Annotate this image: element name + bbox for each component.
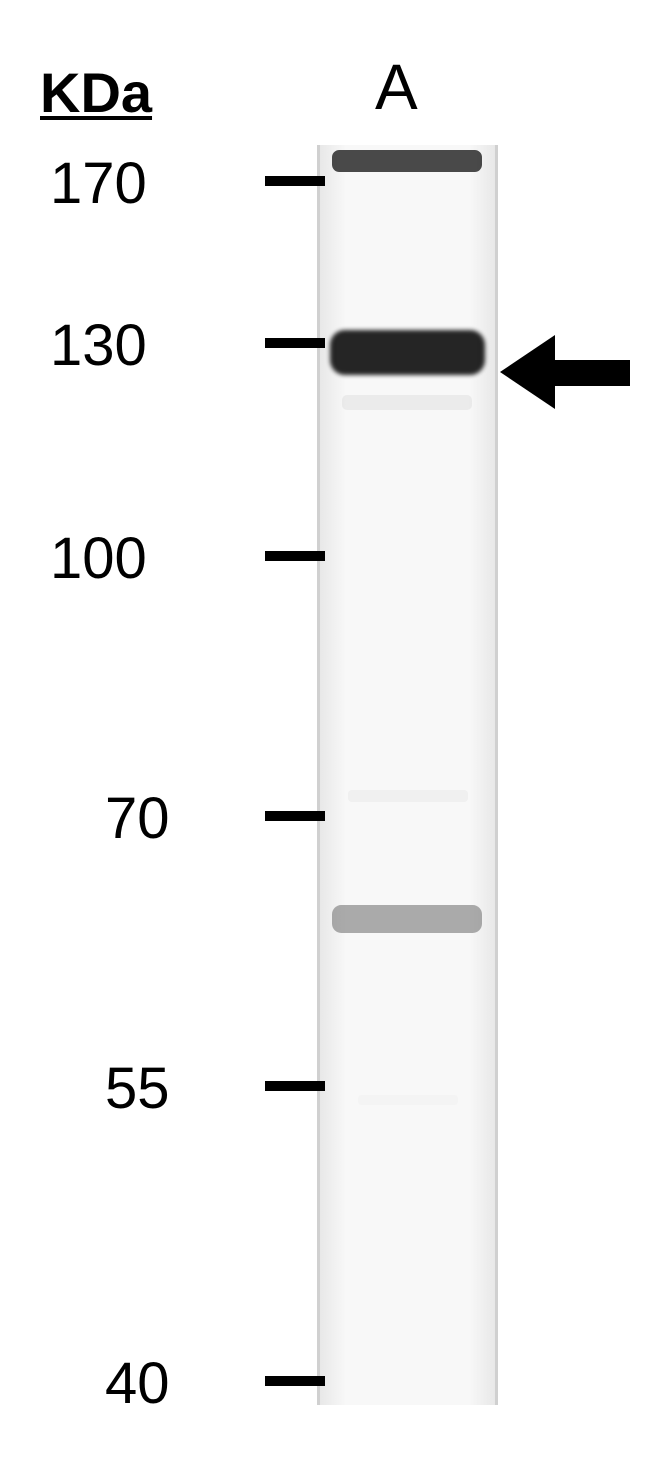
mw-tick-55 bbox=[265, 1081, 325, 1091]
arrow-head-icon bbox=[500, 335, 555, 409]
blot-container: KDa A 170 130 100 70 55 40 bbox=[0, 0, 650, 1457]
mw-label-55: 55 bbox=[105, 1055, 170, 1122]
mw-label-70: 70 bbox=[105, 785, 170, 852]
target-band-arrow bbox=[500, 335, 630, 410]
lane-a-label: A bbox=[375, 50, 418, 124]
mw-label-170: 170 bbox=[50, 150, 147, 217]
lane-border-left bbox=[317, 145, 320, 1405]
mw-tick-40 bbox=[265, 1376, 325, 1386]
protein-band-3 bbox=[348, 790, 468, 802]
protein-band-0 bbox=[332, 150, 482, 172]
protein-band-1 bbox=[330, 330, 485, 375]
mw-tick-70 bbox=[265, 811, 325, 821]
mw-tick-170 bbox=[265, 176, 325, 186]
mw-label-130: 130 bbox=[50, 312, 147, 379]
lane-border-right bbox=[495, 145, 498, 1405]
arrow-shaft bbox=[555, 360, 630, 386]
protein-band-5 bbox=[358, 1095, 458, 1105]
mw-label-40: 40 bbox=[105, 1350, 170, 1417]
mw-tick-100 bbox=[265, 551, 325, 561]
mw-tick-130 bbox=[265, 338, 325, 348]
protein-band-2 bbox=[342, 395, 472, 410]
kda-header-label: KDa bbox=[40, 60, 152, 125]
mw-label-100: 100 bbox=[50, 525, 147, 592]
protein-band-4 bbox=[332, 905, 482, 933]
